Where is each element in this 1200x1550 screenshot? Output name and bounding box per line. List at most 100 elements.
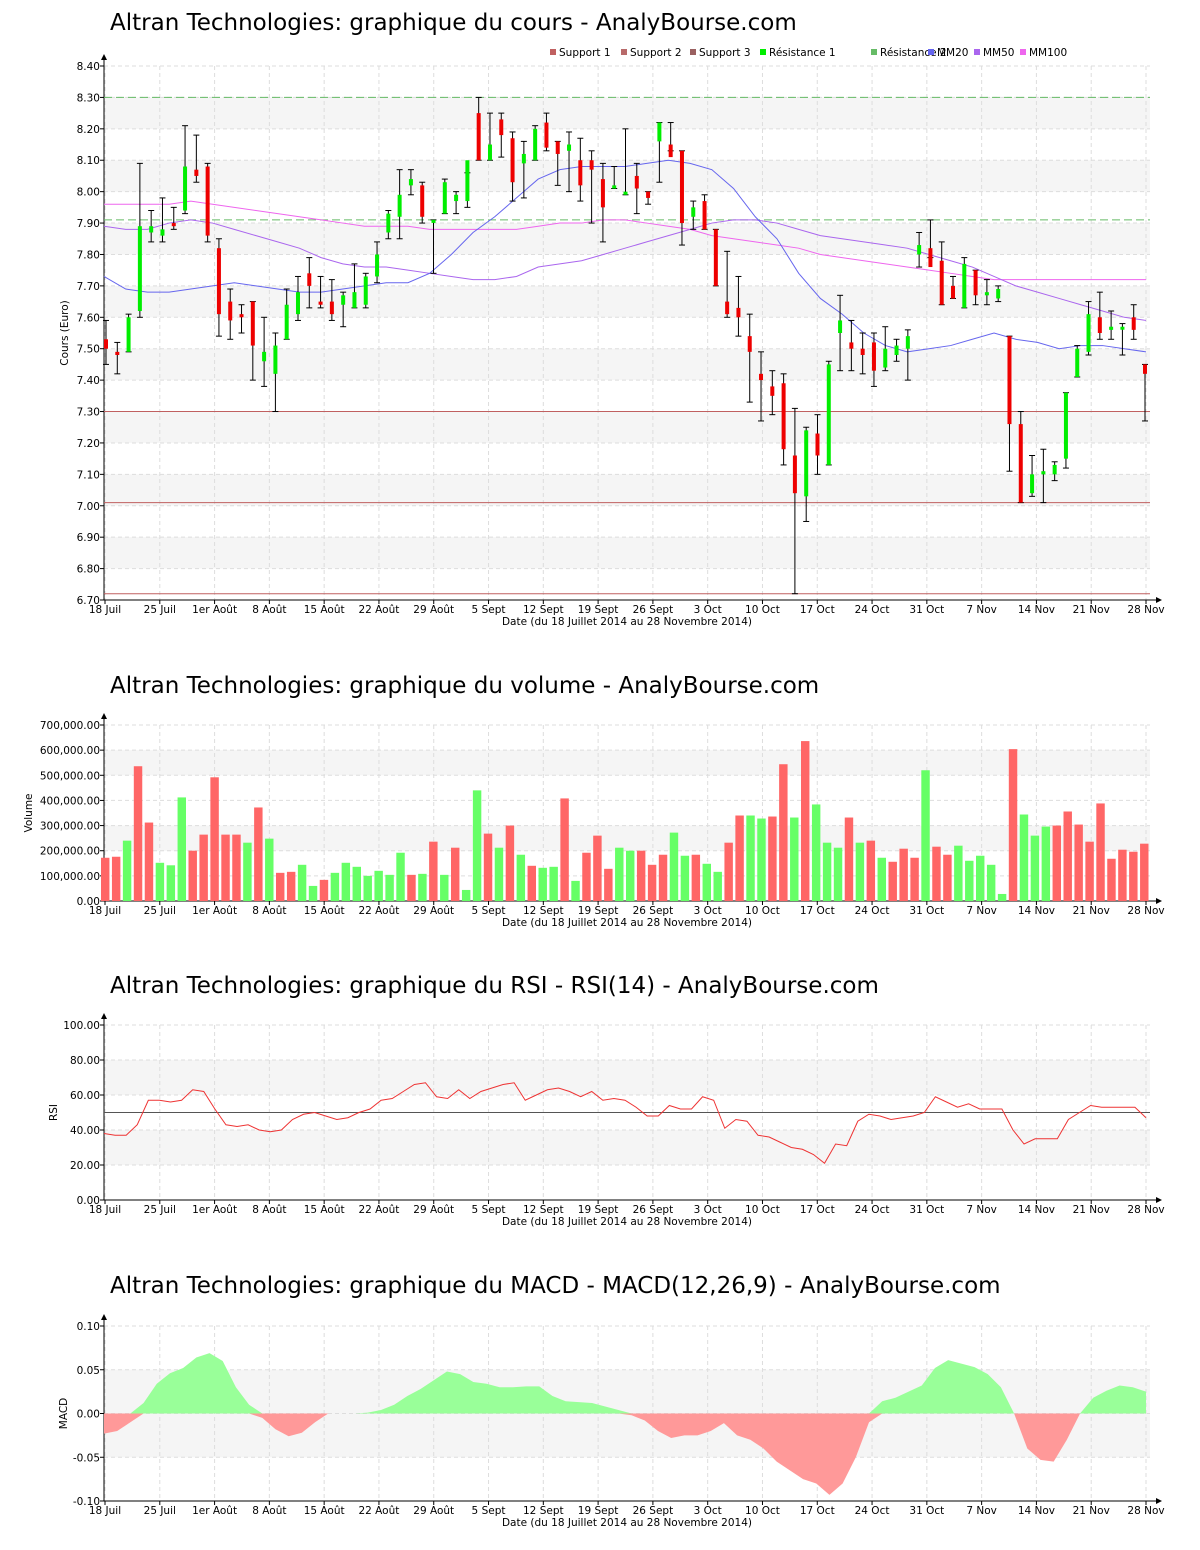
x-axis-arrow-icon: [1156, 1498, 1162, 1504]
candle-body: [1052, 464, 1057, 475]
candle-body: [826, 364, 831, 465]
volume-bar: [155, 862, 165, 901]
x-tick-label: 8 Août: [252, 905, 286, 917]
candle-body: [939, 260, 944, 305]
legend-swatch-icon: [550, 49, 556, 55]
volume-bar: [702, 863, 711, 901]
volume-bar: [877, 857, 886, 901]
candle-body: [284, 304, 289, 340]
y-tick-label: 8.40: [77, 61, 100, 73]
volume-bar: [101, 857, 110, 901]
volume-bar: [822, 842, 832, 901]
x-tick-label: 25 Juil: [144, 604, 176, 616]
candle-body: [1097, 317, 1102, 333]
candle-body: [702, 201, 707, 230]
candle-body: [555, 141, 560, 154]
x-tick-label: 1er Août: [192, 905, 237, 917]
candle-body: [589, 160, 594, 170]
y-tick-label: 600,000.00: [40, 745, 100, 757]
volume-bar: [921, 770, 930, 901]
y-tick-label: 40.00: [70, 1125, 100, 1137]
macd-chart-title: Altran Technologies: graphique du MACD -…: [110, 1273, 1001, 1299]
y-tick-label: 300,000.00: [40, 821, 100, 833]
y-tick-label: 7.30: [77, 407, 100, 419]
volume-bar: [746, 815, 755, 901]
volume-bar: [549, 866, 558, 901]
macd-positive-area: [104, 1353, 1146, 1414]
candle-body: [781, 383, 786, 450]
grid-band: [104, 1060, 1150, 1095]
x-tick-label: 29 Août: [413, 604, 454, 616]
x-tick-label: 18 Juil: [89, 604, 121, 616]
x-tick-label: 1er Août: [192, 1204, 237, 1216]
y-tick-label: 80.00: [70, 1055, 100, 1067]
volume-bar: [943, 854, 952, 901]
candle-body: [996, 289, 1001, 299]
volume-bar: [276, 872, 285, 901]
volume-bar: [330, 872, 340, 901]
legend-swatch-icon: [928, 49, 934, 55]
candle-body: [951, 285, 956, 299]
x-tick-label: 15 Août: [304, 604, 345, 616]
x-axis-arrow-icon: [1156, 597, 1162, 603]
x-tick-label: 8 Août: [252, 1204, 286, 1216]
x-tick-label: 21 Nov: [1073, 604, 1110, 616]
volume-bar: [254, 807, 263, 901]
volume-bar: [1008, 749, 1018, 901]
x-axis-title: Date (du 18 Juillet 2014 au 28 Novembre …: [502, 1517, 752, 1529]
volume-bar: [855, 842, 865, 901]
legend-item: Support 1: [559, 47, 611, 59]
volume-bar: [308, 885, 318, 901]
x-tick-label: 7 Nov: [966, 604, 997, 616]
candle-body: [984, 292, 989, 296]
grid-band: [104, 1130, 1150, 1165]
price-chart-title: Altran Technologies: graphique du cours …: [110, 10, 797, 36]
volume-bar: [483, 833, 493, 901]
x-tick-label: 12 Sept: [523, 1505, 564, 1517]
volume-bar: [647, 864, 657, 901]
x-tick-label: 21 Nov: [1073, 1204, 1110, 1216]
volume-bar: [265, 838, 274, 901]
volume-chart-title: Altran Technologies: graphique du volume…: [110, 673, 820, 699]
y-tick-label: 8.30: [77, 92, 100, 104]
y-axis-title: MACD: [58, 1398, 70, 1429]
x-tick-label: 25 Juil: [144, 1204, 176, 1216]
candle-body: [962, 263, 967, 308]
candle-body: [815, 433, 820, 456]
y-tick-label: 700,000.00: [40, 720, 100, 732]
y-tick-label: 6.90: [77, 532, 100, 544]
candle-body: [544, 122, 549, 148]
grid-band: [104, 825, 1150, 851]
candle-body: [375, 254, 380, 277]
y-axis-title: Volume: [23, 793, 35, 832]
grid-band: [104, 750, 1150, 776]
legend-swatch-icon: [1020, 49, 1026, 55]
volume-bar: [768, 816, 777, 901]
macd-negative-area: [104, 1413, 1146, 1495]
y-tick-label: 0.00: [77, 1195, 100, 1207]
x-tick-label: 10 Oct: [745, 1505, 780, 1517]
grid-band: [104, 411, 1150, 443]
candle-body: [521, 153, 526, 164]
candle-body: [126, 317, 131, 352]
y-tick-label: 60.00: [70, 1090, 100, 1102]
legend-item: Support 3: [699, 47, 751, 59]
x-tick-label: 29 Août: [413, 905, 454, 917]
y-tick-label: 0.05: [77, 1365, 100, 1377]
candle-body: [228, 301, 233, 321]
rsi-chart: 0.00 20.00 40.00 60.00 80.00 100.00 18 Juil 25 …: [48, 1013, 1165, 1228]
volume-bar: [1140, 843, 1149, 901]
volume-bar: [297, 864, 307, 901]
candle-body: [476, 113, 481, 161]
rsi-chart-title: Altran Technologies: graphique du RSI - …: [110, 973, 879, 999]
volume-bar: [418, 873, 427, 901]
candle-body: [634, 175, 639, 189]
x-tick-label: 19 Sept: [578, 1505, 619, 1517]
x-tick-label: 26 Sept: [633, 1204, 674, 1216]
candle-body: [397, 194, 402, 217]
candle-body: [883, 348, 888, 368]
candle-body: [713, 229, 718, 286]
volume-bar: [494, 847, 504, 901]
x-axis-title: Date (du 18 Juillet 2014 au 28 Novembre …: [502, 917, 752, 929]
candle-body: [973, 270, 978, 296]
